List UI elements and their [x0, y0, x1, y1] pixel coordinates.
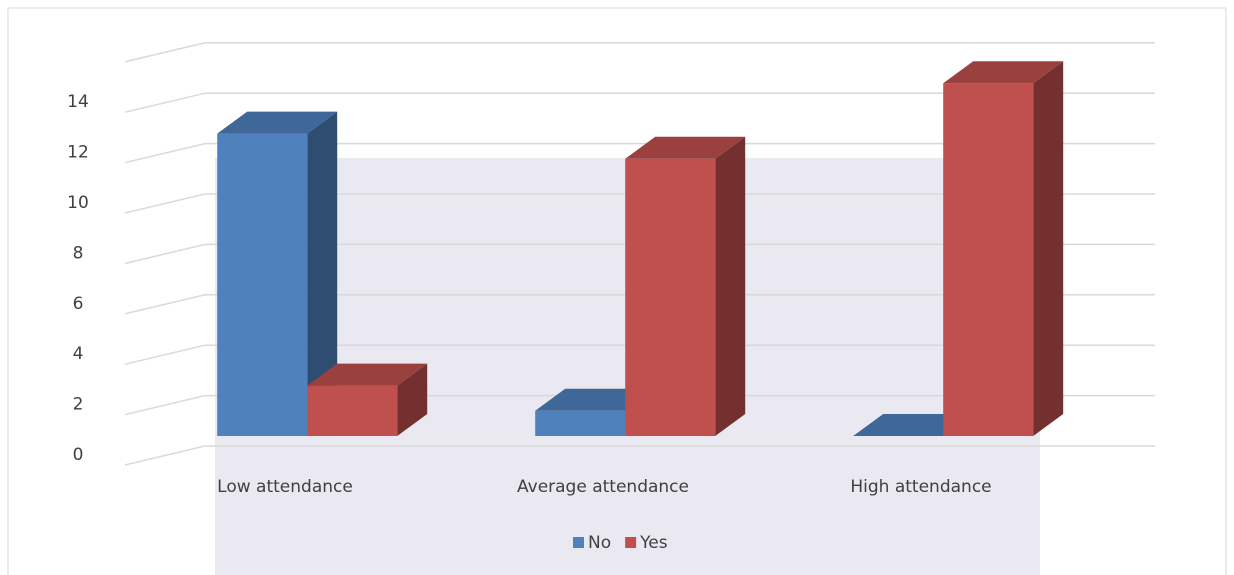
- y-tick-label: 0: [73, 445, 84, 465]
- page: {"chart_data": {"type": "bar3d", "catego…: [0, 0, 1234, 575]
- bar-side: [1033, 61, 1063, 436]
- bar-side: [715, 137, 745, 436]
- y-tick-label: 2: [73, 395, 84, 415]
- bar: [625, 159, 715, 436]
- legend-label: Yes: [639, 533, 668, 553]
- x-tick-label: Low attendance: [217, 477, 353, 497]
- y-tick-label: 6: [73, 294, 84, 314]
- y-tick-label: 14: [67, 92, 89, 112]
- y-tick-label: 8: [73, 243, 84, 263]
- y-tick-label: 10: [67, 193, 89, 213]
- y-tick-label: 12: [67, 143, 89, 163]
- bar: [307, 386, 397, 436]
- bar: [217, 134, 307, 436]
- legend-swatch: [625, 537, 636, 548]
- legend-label: No: [588, 533, 611, 553]
- bar: [535, 411, 625, 436]
- legend-swatch: [573, 537, 584, 548]
- x-tick-label: High attendance: [850, 477, 991, 497]
- x-tick-label: Average attendance: [517, 477, 689, 497]
- chart: 0 2 4 6 8 10 12 14 Low attendance Average attenda…: [0, 0, 1234, 575]
- y-tick-label: 4: [73, 344, 84, 364]
- grid-line: [125, 43, 1155, 62]
- bar: [943, 83, 1033, 436]
